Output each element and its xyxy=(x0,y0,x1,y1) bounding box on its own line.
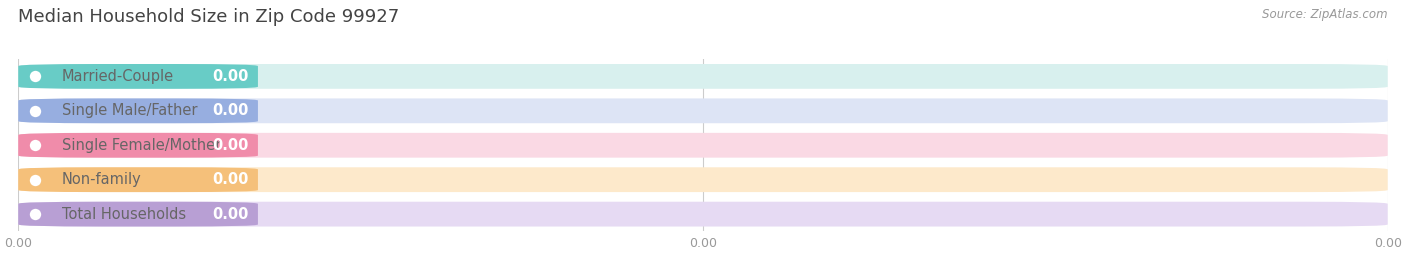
FancyBboxPatch shape xyxy=(18,167,257,192)
Text: Source: ZipAtlas.com: Source: ZipAtlas.com xyxy=(1263,8,1388,21)
Text: Married-Couple: Married-Couple xyxy=(62,69,174,84)
Text: 0.00: 0.00 xyxy=(212,138,249,153)
Text: Median Household Size in Zip Code 99927: Median Household Size in Zip Code 99927 xyxy=(18,8,399,26)
Text: Non-family: Non-family xyxy=(62,172,142,187)
Text: Total Households: Total Households xyxy=(62,207,186,222)
FancyBboxPatch shape xyxy=(18,64,1388,89)
FancyBboxPatch shape xyxy=(18,133,257,158)
Text: 0.00: 0.00 xyxy=(212,207,249,222)
Text: Single Male/Father: Single Male/Father xyxy=(62,103,198,118)
FancyBboxPatch shape xyxy=(18,202,257,226)
Text: 0.00: 0.00 xyxy=(212,69,249,84)
Text: Single Female/Mother: Single Female/Mother xyxy=(62,138,221,153)
FancyBboxPatch shape xyxy=(18,64,257,89)
FancyBboxPatch shape xyxy=(18,167,1388,192)
Text: 0.00: 0.00 xyxy=(212,172,249,187)
FancyBboxPatch shape xyxy=(18,202,1388,226)
FancyBboxPatch shape xyxy=(18,98,1388,123)
Text: 0.00: 0.00 xyxy=(212,103,249,118)
FancyBboxPatch shape xyxy=(18,98,257,123)
FancyBboxPatch shape xyxy=(18,133,1388,158)
